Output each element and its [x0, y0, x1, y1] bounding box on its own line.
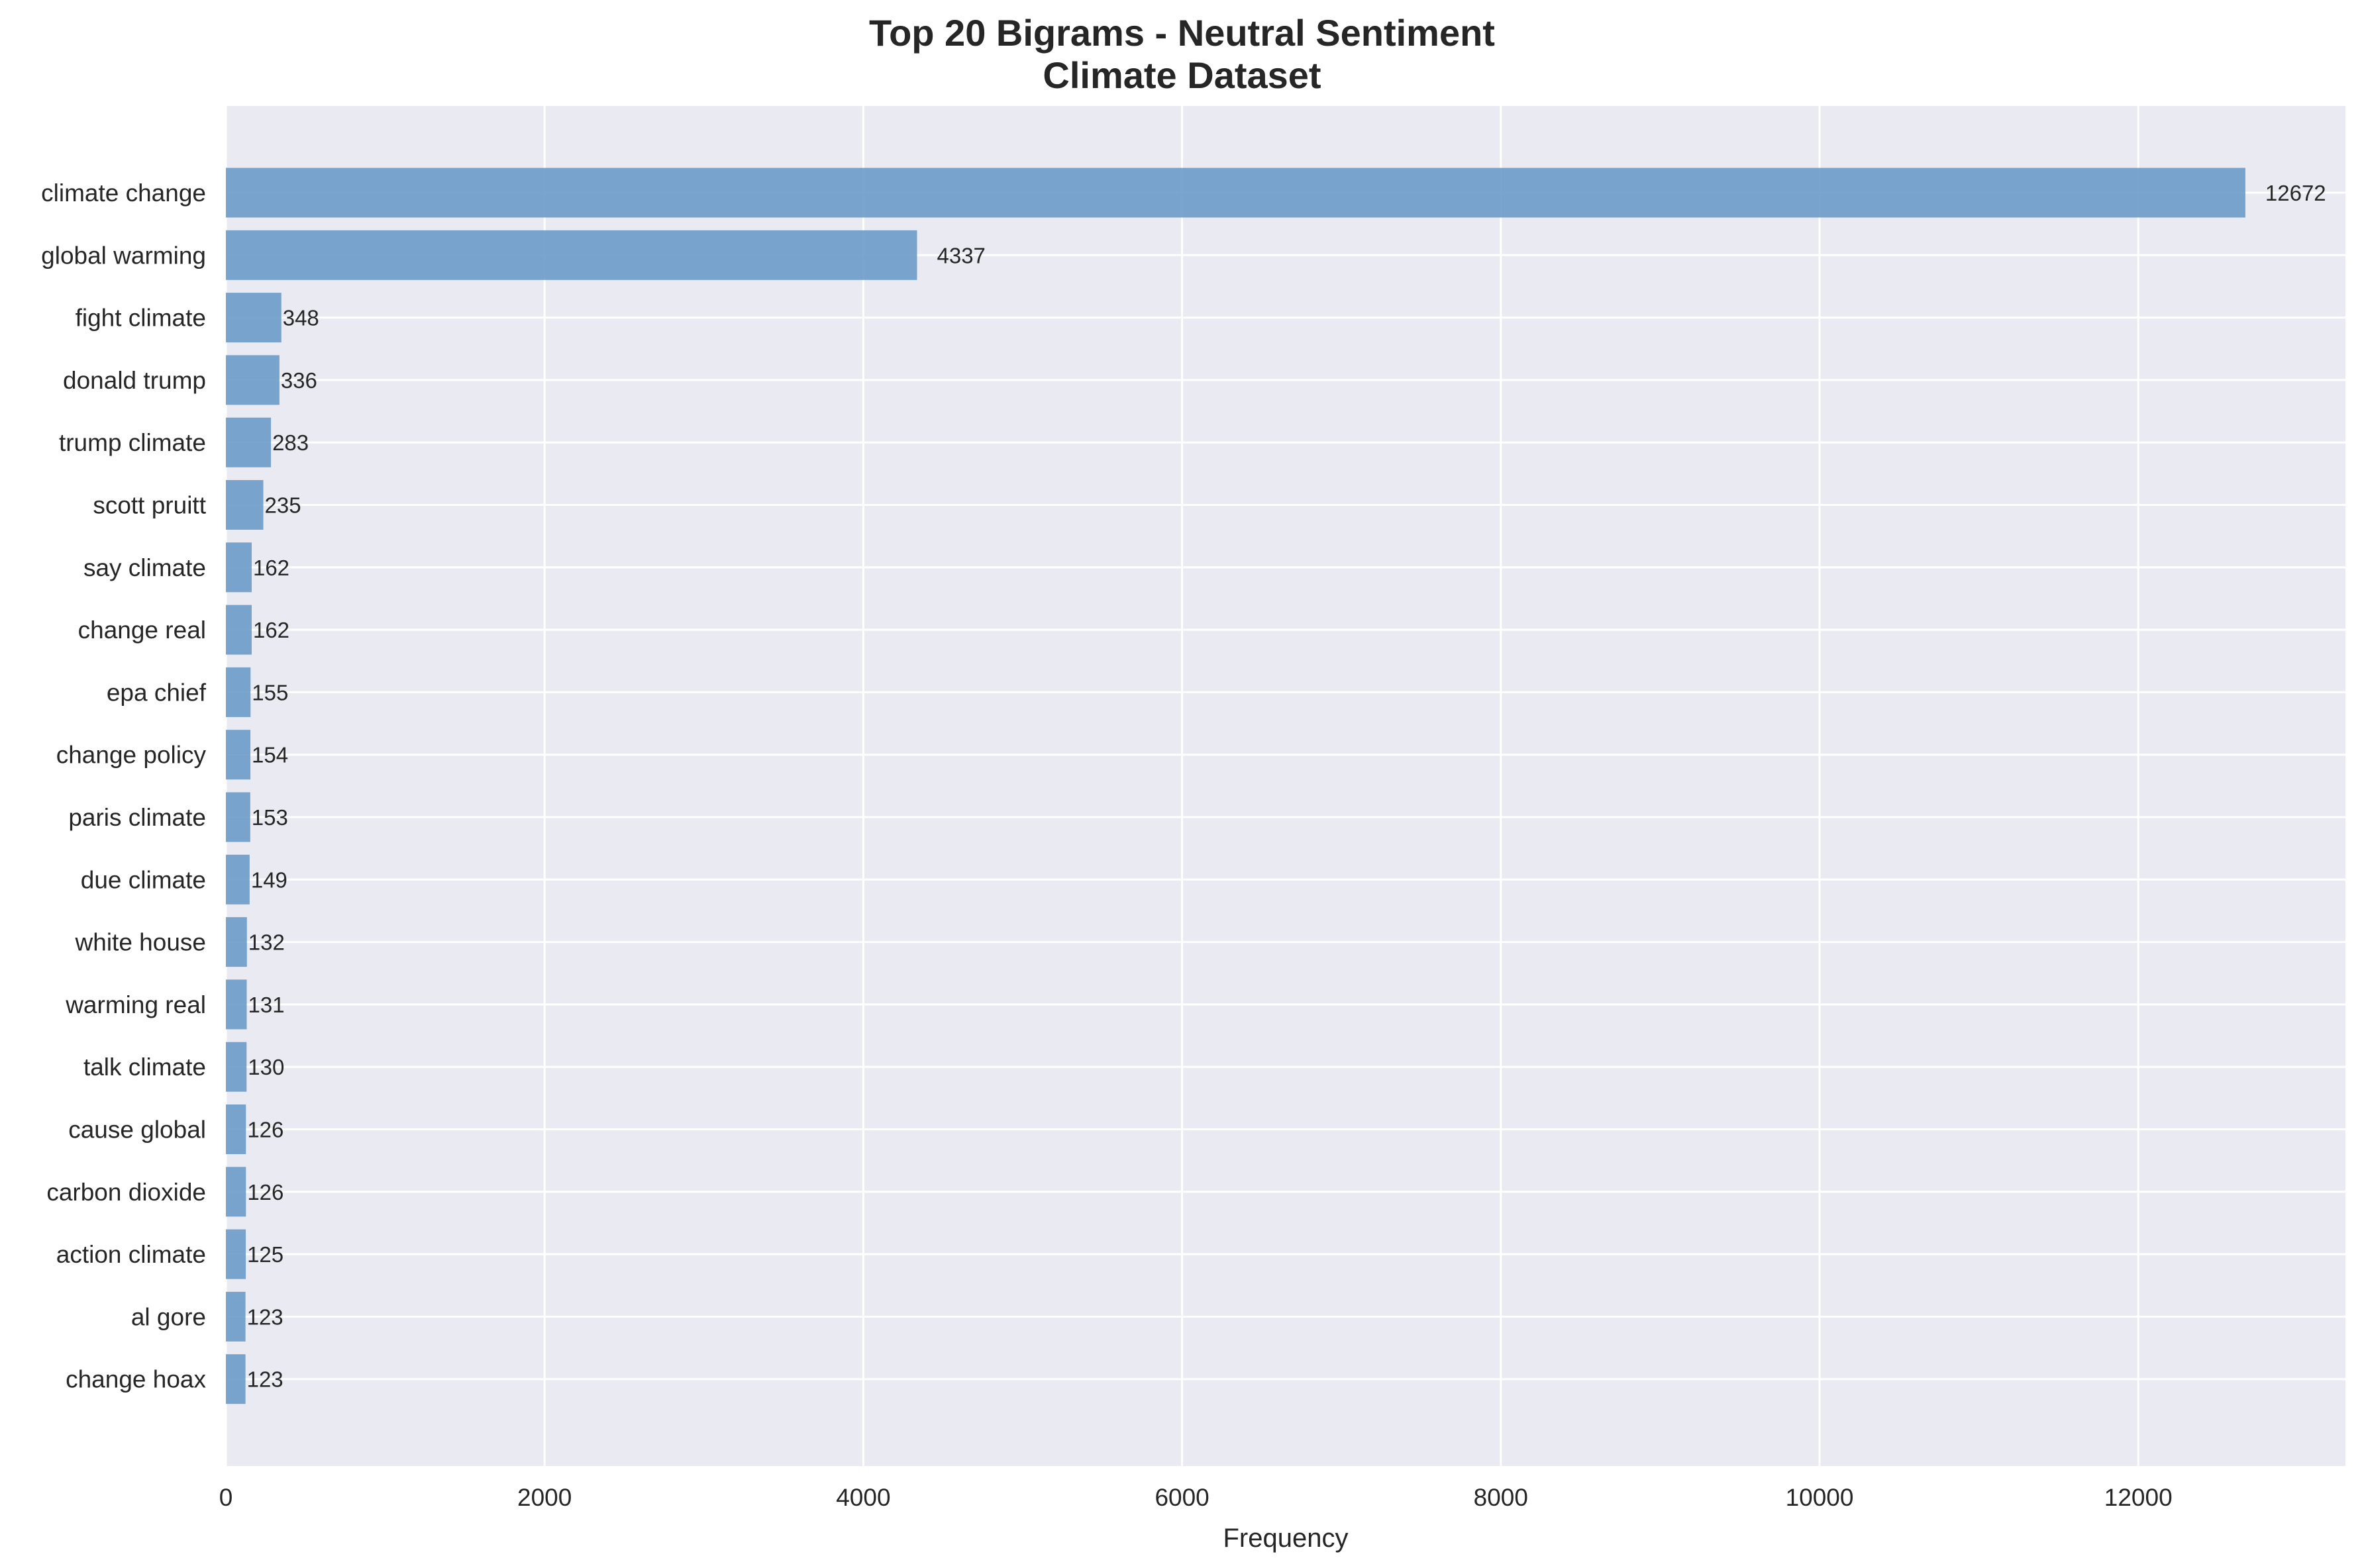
value-label: 149 — [251, 867, 287, 892]
bar — [226, 1229, 246, 1279]
bar — [226, 417, 272, 467]
category-label: say climate — [83, 554, 206, 581]
bars — [226, 168, 2245, 1404]
bar — [226, 168, 2245, 218]
category-label: scott pruitt — [93, 492, 206, 519]
value-label: 126 — [247, 1118, 283, 1142]
category-label: due climate — [81, 866, 206, 893]
value-label: 235 — [265, 493, 301, 518]
x-tick-label: 6000 — [1155, 1484, 1209, 1511]
category-label: epa chief — [107, 679, 207, 706]
value-labels: 12672 4337 348 336 283 235 162 162 155 154 153 149 1… — [247, 181, 2326, 1392]
category-label: global warming — [41, 242, 206, 269]
chart-title: Top 20 Bigrams - Neutral Sentiment Clima… — [0, 12, 2364, 97]
bar — [226, 979, 247, 1030]
value-label: 162 — [253, 618, 289, 642]
category-label: carbon dioxide — [46, 1179, 206, 1206]
x-tick-label: 2000 — [517, 1484, 572, 1511]
bar — [226, 1104, 246, 1154]
bar — [226, 480, 264, 530]
x-tick-label: 12000 — [2104, 1484, 2173, 1511]
bar — [226, 1167, 246, 1217]
value-label: 153 — [252, 805, 288, 830]
category-label: change real — [78, 616, 206, 644]
plot-background — [226, 106, 2345, 1466]
value-label: 154 — [252, 743, 288, 767]
category-label: climate change — [41, 179, 206, 207]
bar — [226, 1354, 246, 1404]
category-label: change hoax — [66, 1366, 206, 1393]
category-label: donald trump — [63, 367, 206, 394]
category-label: action climate — [56, 1241, 206, 1268]
category-label: white house — [75, 929, 206, 956]
value-label: 130 — [248, 1055, 284, 1079]
bar — [226, 792, 250, 842]
value-label: 132 — [248, 930, 285, 955]
x-tick-label: 4000 — [836, 1484, 890, 1511]
bar — [226, 293, 282, 343]
value-label: 348 — [283, 306, 319, 330]
value-label: 162 — [253, 556, 289, 580]
x-tick-label: 10000 — [1786, 1484, 1854, 1511]
category-label: change policy — [56, 742, 207, 769]
category-label: paris climate — [68, 804, 206, 831]
value-label: 336 — [281, 368, 317, 393]
category-label: al gore — [131, 1303, 206, 1330]
value-label: 155 — [252, 680, 288, 705]
value-label: 126 — [247, 1180, 283, 1204]
x-tick-label: 8000 — [1474, 1484, 1528, 1511]
value-label: 4337 — [937, 243, 985, 268]
bar — [226, 542, 252, 593]
category-label: fight climate — [76, 305, 206, 332]
bar — [226, 854, 250, 905]
value-label: 123 — [247, 1367, 283, 1392]
value-label: 125 — [247, 1242, 283, 1267]
x-tick-labels: 0 2000 4000 6000 8000 10000 12000 — [219, 1484, 2173, 1511]
bar — [226, 1291, 246, 1342]
category-label: warming real — [65, 991, 206, 1018]
chart-title-line: Top 20 Bigrams - Neutral Sentiment — [869, 12, 1495, 54]
x-axis-label: Frequency — [1223, 1524, 1349, 1553]
category-label: cause global — [68, 1116, 206, 1144]
bar — [226, 917, 247, 967]
category-label: trump climate — [59, 429, 206, 456]
x-tick-label: 0 — [219, 1484, 233, 1511]
grid-lines — [225, 106, 2345, 1466]
value-label: 123 — [247, 1304, 283, 1329]
category-label: talk climate — [83, 1054, 206, 1081]
value-label: 131 — [248, 993, 285, 1017]
bar — [226, 730, 251, 780]
bar — [226, 605, 252, 655]
bar — [226, 667, 251, 717]
bar — [226, 355, 280, 405]
y-tick-labels: climate change global warming fight climat… — [41, 179, 207, 1393]
value-label: 283 — [272, 430, 309, 455]
bar — [226, 230, 917, 280]
value-label: 12672 — [2265, 181, 2326, 205]
bar — [226, 1042, 247, 1092]
chart-subtitle-line: Climate Dataset — [1043, 54, 1321, 96]
